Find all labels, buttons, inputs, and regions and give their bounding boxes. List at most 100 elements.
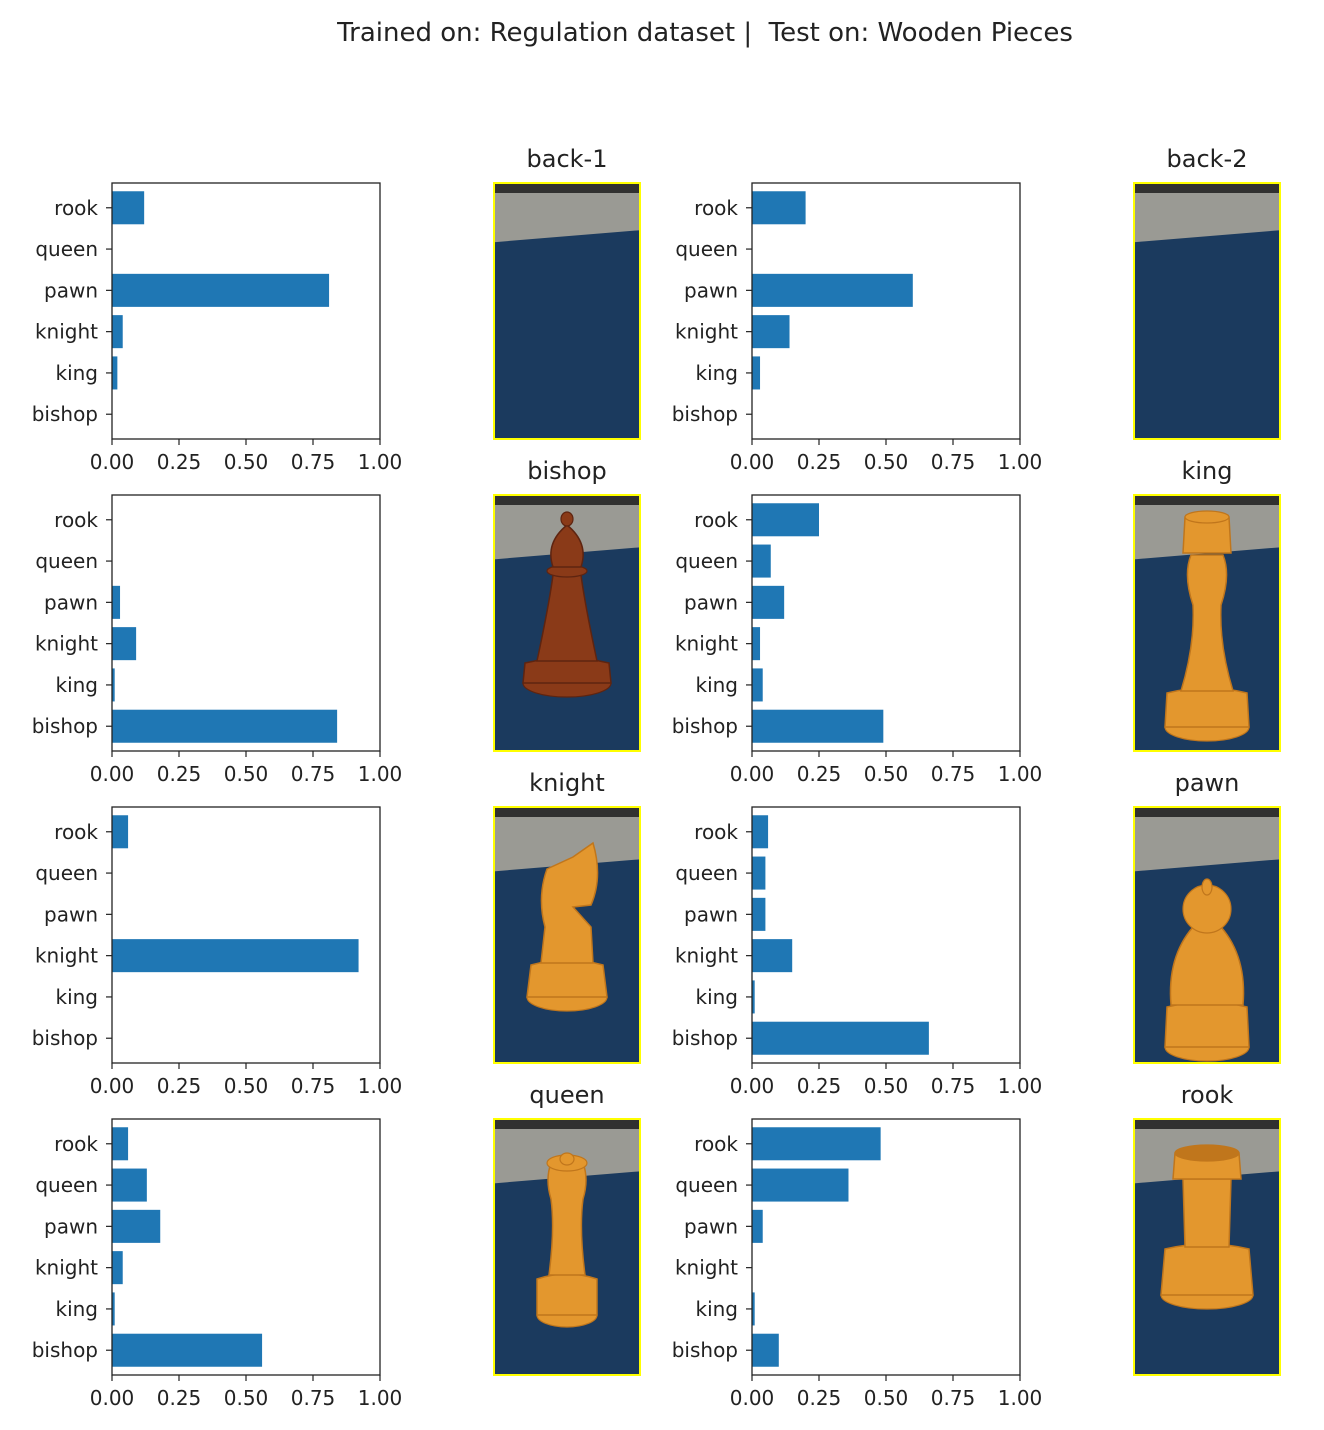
x-tick-label: 1.00 xyxy=(998,1386,1043,1410)
x-tick-label: 0.00 xyxy=(730,1386,775,1410)
bar-chart-panel: bishop king knight pawn queen rook 0.00 0.25 0.5… xyxy=(672,806,1043,1098)
x-tick-label: 1.00 xyxy=(998,1074,1043,1098)
y-tick-label-bishop: bishop xyxy=(32,714,98,738)
x-tick-label: 0.25 xyxy=(797,1074,842,1098)
bar-king xyxy=(752,668,763,702)
dark-edge xyxy=(1134,495,1280,505)
bar-rook xyxy=(752,503,819,537)
y-tick-label-queen: queen xyxy=(35,549,98,573)
y-tick-label-rook: rook xyxy=(54,508,98,532)
y-tick-label-queen: queen xyxy=(35,237,98,261)
piece-part xyxy=(547,1162,587,1276)
y-tick-label-rook: rook xyxy=(694,508,738,532)
photo-content xyxy=(1134,807,1280,1063)
y-tick-label-king: king xyxy=(695,985,738,1009)
piece-part xyxy=(1164,687,1250,728)
y-tick-label-bishop: bishop xyxy=(672,1026,738,1050)
y-tick-label-king: king xyxy=(55,985,98,1009)
dark-edge xyxy=(494,495,640,505)
bar-king xyxy=(112,1292,115,1326)
bar-pawn xyxy=(752,897,766,931)
piece-part xyxy=(1184,510,1230,524)
image-title: back-2 xyxy=(1167,145,1248,173)
piece-part xyxy=(560,511,574,527)
bar-queen xyxy=(112,1168,147,1202)
axes-frame xyxy=(111,182,381,440)
dark-edge xyxy=(494,183,640,193)
x-tick-label: 0.25 xyxy=(797,1386,842,1410)
y-tick-label-queen: queen xyxy=(675,861,738,885)
x-tick-label: 0.50 xyxy=(224,1074,269,1098)
empty-board-photo: back-1 xyxy=(493,145,641,440)
piece-part xyxy=(1179,554,1235,692)
bar-rook xyxy=(752,1127,881,1161)
x-tick-label: 1.00 xyxy=(358,1074,403,1098)
x-tick-label: 1.00 xyxy=(358,1386,403,1410)
y-tick-label-pawn: pawn xyxy=(684,902,738,926)
bar-rook xyxy=(752,191,806,225)
y-tick-label-bishop: bishop xyxy=(32,1026,98,1050)
y-tick-label-pawn: pawn xyxy=(44,1214,98,1238)
bar-pawn xyxy=(752,585,785,619)
bar-pawn xyxy=(112,273,330,307)
bar-king xyxy=(752,1292,755,1326)
queen-photo: queen xyxy=(493,1081,641,1376)
piece-part xyxy=(1164,1001,1250,1048)
y-tick-label-queen: queen xyxy=(35,1173,98,1197)
figure-title: Trained on: Regulation dataset | Test on… xyxy=(337,18,1073,48)
bar-queen xyxy=(752,1168,849,1202)
y-tick-label-knight: knight xyxy=(675,320,738,344)
image-border xyxy=(1133,494,1281,752)
image-border xyxy=(493,806,641,1064)
bar-knight xyxy=(752,939,793,973)
y-tick-label-king: king xyxy=(55,361,98,385)
bar-pawn xyxy=(112,585,121,619)
y-tick-label-pawn: pawn xyxy=(44,590,98,614)
piece-part xyxy=(559,1152,575,1166)
x-tick-label: 0.75 xyxy=(291,1386,336,1410)
y-tick-label-rook: rook xyxy=(694,196,738,220)
x-tick-label: 0.00 xyxy=(90,1386,135,1410)
pawn-photo: pawn xyxy=(1133,769,1281,1064)
piece-part xyxy=(540,841,599,964)
image-border xyxy=(493,182,641,440)
y-tick-label-pawn: pawn xyxy=(684,590,738,614)
y-tick-label-pawn: pawn xyxy=(684,278,738,302)
x-tick-label: 0.50 xyxy=(864,450,909,474)
x-tick-label: 0.25 xyxy=(157,450,202,474)
x-tick-label: 0.50 xyxy=(224,762,269,786)
bar-chart-panel: bishop king knight pawn queen rook 0.00 0.25 0.5… xyxy=(32,494,402,786)
x-tick-label: 0.75 xyxy=(291,762,336,786)
bar-rook xyxy=(752,815,769,849)
photo-content xyxy=(494,1119,640,1375)
y-tick-label-rook: rook xyxy=(694,820,738,844)
axes-frame xyxy=(111,806,381,1064)
y-tick-label-bishop: bishop xyxy=(672,1338,738,1362)
image-title: knight xyxy=(529,769,605,797)
y-tick-label-queen: queen xyxy=(675,237,738,261)
dark-edge xyxy=(494,1119,640,1129)
photo-content xyxy=(1134,183,1280,439)
image-border xyxy=(493,1118,641,1376)
y-tick-label-knight: knight xyxy=(35,944,98,968)
bishop-photo: bishop xyxy=(493,457,641,752)
bar-king xyxy=(112,668,115,702)
y-tick-label-knight: knight xyxy=(675,944,738,968)
y-tick-label-bishop: bishop xyxy=(672,402,738,426)
knight-photo: knight xyxy=(493,769,641,1064)
bar-king xyxy=(112,356,118,390)
x-tick-label: 0.75 xyxy=(931,1074,976,1098)
bar-bishop xyxy=(752,1333,779,1367)
bar-chart-panel: bishop king knight pawn queen rook 0.00 0.25 0.5… xyxy=(32,1118,403,1410)
y-tick-label-king: king xyxy=(695,1297,738,1321)
rook-photo: rook xyxy=(1133,1081,1281,1376)
y-tick-label-king: king xyxy=(55,1297,98,1321)
image-title: pawn xyxy=(1175,769,1240,797)
bar-queen xyxy=(752,544,771,578)
piece-part xyxy=(1182,1178,1232,1248)
y-tick-label-rook: rook xyxy=(54,1132,98,1156)
piece-part xyxy=(526,959,608,998)
x-tick-label: 0.00 xyxy=(730,762,775,786)
y-tick-label-rook: rook xyxy=(54,820,98,844)
